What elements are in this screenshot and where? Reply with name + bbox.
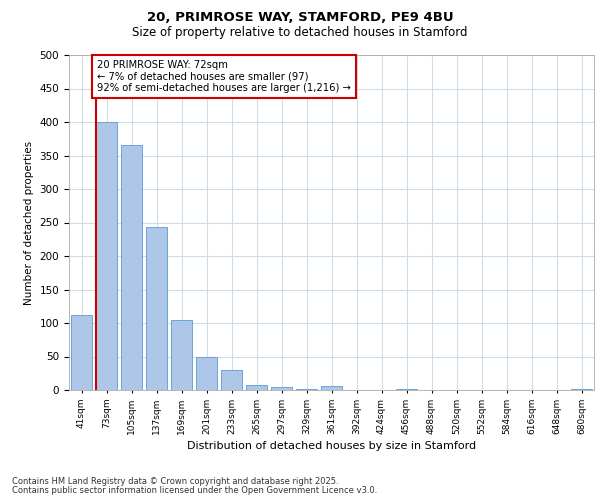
- Text: Contains public sector information licensed under the Open Government Licence v3: Contains public sector information licen…: [12, 486, 377, 495]
- Bar: [96, 122, 117, 390]
- Bar: [321, 386, 342, 390]
- Bar: [246, 384, 267, 390]
- Text: Size of property relative to detached houses in Stamford: Size of property relative to detached ho…: [132, 26, 468, 39]
- X-axis label: Distribution of detached houses by size in Stamford: Distribution of detached houses by size …: [187, 441, 476, 451]
- Bar: [121, 146, 142, 390]
- Bar: [71, 315, 92, 390]
- Y-axis label: Number of detached properties: Number of detached properties: [24, 140, 34, 304]
- Text: Contains HM Land Registry data © Crown copyright and database right 2025.: Contains HM Land Registry data © Crown c…: [12, 477, 338, 486]
- Bar: [146, 227, 167, 390]
- Bar: [221, 370, 242, 390]
- Bar: [271, 386, 292, 390]
- Text: 20, PRIMROSE WAY, STAMFORD, PE9 4BU: 20, PRIMROSE WAY, STAMFORD, PE9 4BU: [146, 11, 454, 24]
- Text: 20 PRIMROSE WAY: 72sqm
← 7% of detached houses are smaller (97)
92% of semi-deta: 20 PRIMROSE WAY: 72sqm ← 7% of detached …: [97, 60, 351, 93]
- Bar: [296, 388, 317, 390]
- Bar: [171, 320, 192, 390]
- Bar: [196, 356, 217, 390]
